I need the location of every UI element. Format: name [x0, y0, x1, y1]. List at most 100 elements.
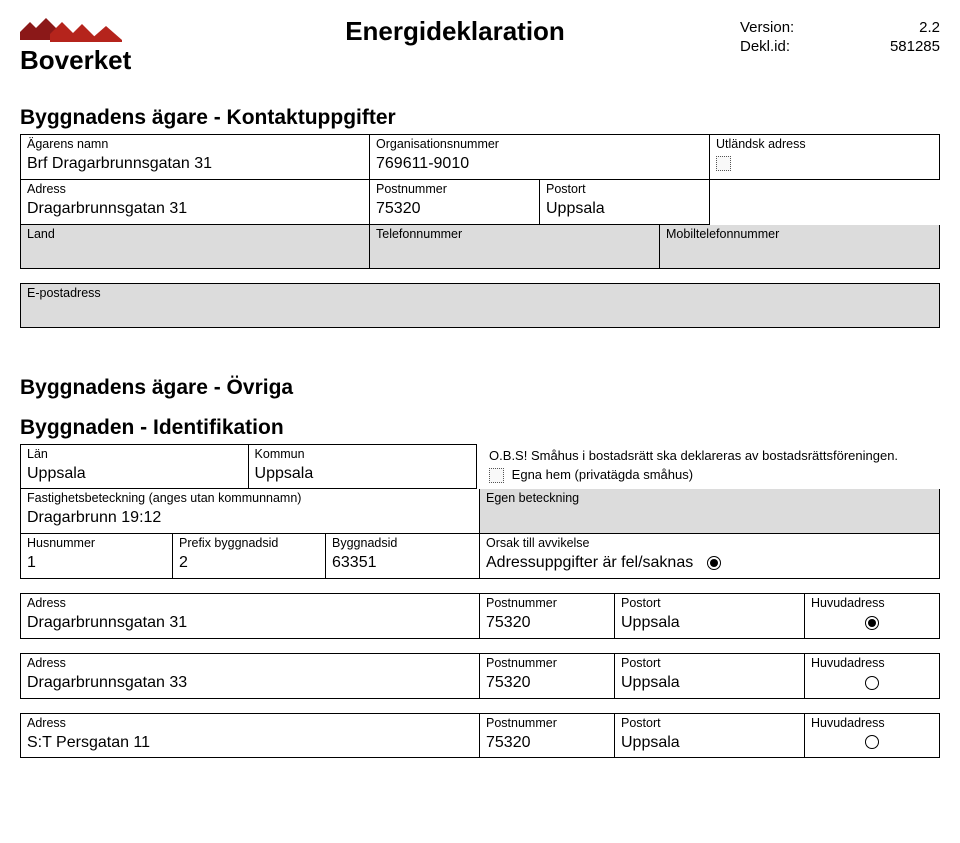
- addr-cell-main: Huvudadress: [805, 713, 940, 759]
- addr-cell-main: Huvudadress: [805, 593, 940, 639]
- addr-postort-value: Uppsala: [621, 733, 798, 754]
- addr-cell-postort: Postort Uppsala: [615, 713, 805, 759]
- addr-postnr-value: 75320: [486, 733, 608, 754]
- cell-orgnr: Organisationsnummer 769611-9010: [370, 134, 710, 180]
- kommun-label: Kommun: [255, 447, 471, 462]
- egen-bet-value: [486, 508, 933, 528]
- cell-orsak: Orsak till avvikelse Adressuppgifter är …: [480, 534, 940, 579]
- egna-hem-checkbox[interactable]: [489, 468, 504, 483]
- cell-lan: Län Uppsala: [20, 444, 249, 490]
- address-value: Dragarbrunnsgatan 31: [27, 199, 363, 220]
- cell-mobil: Mobiltelefonnummer: [660, 225, 940, 269]
- foreign-addr-label: Utländsk adress: [716, 137, 933, 152]
- cell-fastighet: Fastighetsbeteckning (anges utan kommunn…: [20, 489, 480, 534]
- addr-address-label: Adress: [27, 596, 473, 611]
- cell-owner-name: Ägarens namn Brf Dragarbrunnsgatan 31: [20, 134, 370, 180]
- addr-postnr-label: Postnummer: [486, 656, 608, 671]
- cell-kommun: Kommun Uppsala: [249, 444, 478, 490]
- section-owner-other: Byggnadens ägare - Övriga: [20, 376, 940, 400]
- orsak-label: Orsak till avvikelse: [486, 536, 933, 551]
- addr-cell-main: Huvudadress: [805, 653, 940, 699]
- cell-address: Adress Dragarbrunnsgatan 31: [20, 180, 370, 225]
- addr-postort-value: Uppsala: [621, 673, 798, 694]
- addr-cell-address: Adress Dragarbrunnsgatan 31: [20, 593, 480, 639]
- mobil-value: [666, 244, 933, 264]
- postnr-value: 75320: [376, 199, 533, 220]
- addr-address-label: Adress: [27, 656, 473, 671]
- cell-email: E-postadress: [20, 283, 940, 328]
- postort-value: Uppsala: [546, 199, 703, 220]
- mobil-label: Mobiltelefonnummer: [666, 227, 933, 242]
- addr-postnr-label: Postnummer: [486, 596, 608, 611]
- fastighet-value: Dragarbrunn 19:12: [27, 508, 473, 529]
- addr-address-value: Dragarbrunnsgatan 31: [27, 613, 473, 634]
- addr-cell-address: Adress Dragarbrunnsgatan 33: [20, 653, 480, 699]
- postnr-label: Postnummer: [376, 182, 533, 197]
- byggid-label: Byggnadsid: [332, 536, 473, 551]
- owner-name-value: Brf Dragarbrunnsgatan 31: [27, 154, 363, 175]
- prefix-value: 2: [179, 553, 319, 574]
- boverket-houses-icon: [20, 14, 150, 42]
- addr-cell-postort: Postort Uppsala: [615, 593, 805, 639]
- addr-postort-label: Postort: [621, 656, 798, 671]
- huvudadress-radio[interactable]: [865, 676, 879, 690]
- obs-text: O.B.S! Småhus i bostadsrätt ska deklarer…: [489, 448, 934, 463]
- byggid-value: 63351: [332, 553, 473, 574]
- cell-postnr: Postnummer 75320: [370, 180, 540, 225]
- address-label: Adress: [27, 182, 363, 197]
- addr-postort-value: Uppsala: [621, 613, 798, 634]
- page-header: Boverket Energideklaration Version: 2.2 …: [20, 10, 940, 76]
- telefon-value: [376, 244, 653, 264]
- email-label: E-postadress: [27, 286, 933, 301]
- egna-hem-label: Egna hem (privatägda småhus): [512, 467, 693, 482]
- egen-bet-label: Egen beteckning: [486, 491, 933, 506]
- addr-address-label: Adress: [27, 716, 473, 731]
- huvudadress-radio[interactable]: [865, 735, 879, 749]
- header-meta: Version: 2.2 Dekl.id: 581285: [740, 18, 940, 56]
- addr-postort-label: Postort: [621, 596, 798, 611]
- email-value: [27, 303, 933, 323]
- huvudadress-label: Huvudadress: [811, 596, 933, 611]
- fastighet-label: Fastighetsbeteckning (anges utan kommunn…: [27, 491, 473, 506]
- orgnr-label: Organisationsnummer: [376, 137, 703, 152]
- version-label: Version:: [740, 19, 794, 36]
- huvudadress-label: Huvudadress: [811, 716, 933, 731]
- huvudadress-label: Huvudadress: [811, 656, 933, 671]
- foreign-addr-checkbox[interactable]: [716, 156, 731, 171]
- cell-foreign-addr: Utländsk adress: [710, 134, 940, 180]
- deklid-label: Dekl.id:: [740, 38, 790, 55]
- svg-text:Boverket: Boverket: [20, 46, 132, 75]
- cell-land: Land: [20, 225, 370, 269]
- cell-telefon: Telefonnummer: [370, 225, 660, 269]
- addr-postnr-value: 75320: [486, 673, 608, 694]
- land-label: Land: [27, 227, 363, 242]
- orsak-radio[interactable]: [707, 556, 721, 570]
- husnr-value: 1: [27, 553, 166, 574]
- cell-prefix: Prefix byggnadsid 2: [173, 534, 326, 579]
- addr-address-value: S:T Persgatan 11: [27, 733, 473, 754]
- addr-cell-postort: Postort Uppsala: [615, 653, 805, 699]
- version-value: 2.2: [919, 19, 940, 36]
- cell-husnr: Husnummer 1: [20, 534, 173, 579]
- lan-value: Uppsala: [27, 464, 242, 485]
- deklid-value: 581285: [890, 38, 940, 55]
- cell-postort: Postort Uppsala: [540, 180, 710, 225]
- lan-label: Län: [27, 447, 242, 462]
- addr-postort-label: Postort: [621, 716, 798, 731]
- boverket-wordmark: Boverket: [20, 46, 170, 76]
- huvudadress-radio[interactable]: [865, 616, 879, 630]
- obs-block: O.B.S! Småhus i bostadsrätt ska deklarer…: [477, 444, 940, 490]
- orsak-value: Adressuppgifter är fel/saknas: [486, 554, 693, 571]
- owner-name-label: Ägarens namn: [27, 137, 363, 152]
- kommun-value: Uppsala: [255, 464, 471, 485]
- husnr-label: Husnummer: [27, 536, 166, 551]
- addr-address-value: Dragarbrunnsgatan 33: [27, 673, 473, 694]
- land-value: [27, 244, 363, 264]
- addr-cell-address: Adress S:T Persgatan 11: [20, 713, 480, 759]
- postort-label: Postort: [546, 182, 703, 197]
- addr-cell-postnr: Postnummer75320: [480, 713, 615, 759]
- addr-postnr-value: 75320: [486, 613, 608, 634]
- prefix-label: Prefix byggnadsid: [179, 536, 319, 551]
- section-owner-contact: Byggnadens ägare - Kontaktuppgifter: [20, 106, 940, 130]
- page-title: Energideklaration: [170, 16, 740, 47]
